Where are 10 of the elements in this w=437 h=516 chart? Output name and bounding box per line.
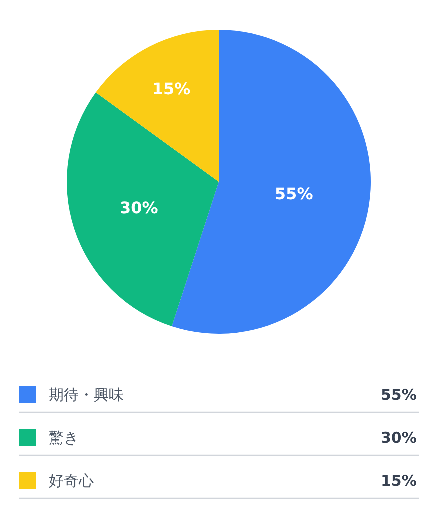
text: 30% xyxy=(381,429,417,447)
legend-label: 好奇心 xyxy=(49,472,94,490)
data-label: 15% xyxy=(152,79,191,98)
legend-label: 期待・興味 xyxy=(49,386,124,404)
pie-slice xyxy=(96,30,219,182)
data-label: 30% xyxy=(120,198,158,218)
text: 15% xyxy=(381,472,417,490)
text: 55% xyxy=(381,386,417,404)
legend-label: 驚き xyxy=(49,429,79,447)
data-label: 55% xyxy=(274,184,314,204)
